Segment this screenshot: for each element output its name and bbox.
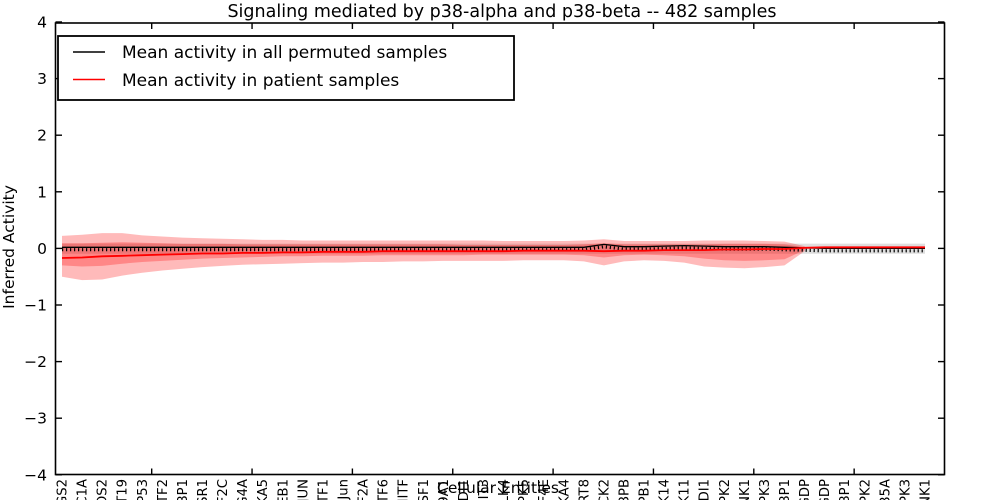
x-category-label: ELK4 <box>497 479 512 500</box>
x-category-label: SLC9A1 <box>437 479 452 500</box>
y-tick-label: −3 <box>24 410 47 428</box>
x-category-label: HBP1 <box>838 479 853 500</box>
x-category-label: MITF <box>397 479 412 500</box>
x-category-label: p38alpha-beta/HBP1 <box>778 479 793 500</box>
x-category-label: CEBPB <box>618 479 633 500</box>
y-tick-labels: 4 3 2 1 0 −1 −2 −3 −4 <box>24 14 47 485</box>
legend: Mean activity in all permuted samples Me… <box>57 35 515 101</box>
mean-activity-lines <box>61 243 925 259</box>
x-category-label: MAPKAPK5 <box>517 479 532 500</box>
x-category-label: MAPK11 <box>678 479 693 500</box>
y-tick-label: −4 <box>24 466 47 484</box>
x-category-label: PLA2G4A <box>236 479 251 500</box>
x-category-label: KRT8 <box>577 479 592 500</box>
x-category-label: USF1 <box>417 479 432 500</box>
x-category-label: MEF2C <box>216 479 231 500</box>
chart-title: Signaling mediated by p38-alpha and p38-… <box>227 2 776 22</box>
x-category-label: MAPK14 <box>658 479 673 500</box>
x-category-label: p38alpha-beta/MAPKAPK3 <box>758 479 773 500</box>
y-tick-label: 1 <box>37 183 47 201</box>
y-tick-label: −1 <box>24 297 47 315</box>
x-category-label: MEF2A <box>357 479 372 500</box>
confidence-bands <box>62 233 925 281</box>
x-category-label: ATF2 <box>156 479 171 500</box>
x-category-label: RPS6KA4 <box>557 479 572 500</box>
x-category-label: ESR1 <box>196 479 211 500</box>
y-tick-label: 0 <box>37 240 47 258</box>
x-category-label: JUN <box>296 479 311 500</box>
x-category-label: MKNK1 <box>919 479 934 500</box>
x-category-label: RAB5/GDP <box>818 479 833 500</box>
x-category-label: PTGS2 <box>56 479 71 500</box>
x-category-label: PPARGC1A <box>76 479 91 500</box>
x-category-label: RAB5A <box>878 479 893 500</box>
legend-patient-label: Mean activity in patient samples <box>122 71 399 91</box>
y-axis-label: Inferred Activity <box>0 185 18 309</box>
x-category-label: RPS6KA5 <box>256 479 271 500</box>
x-category-label: p38alpha-beta/MAPKAPK2 <box>718 479 733 500</box>
x-category-label: p38alpha-beta/MNK1 <box>738 479 753 500</box>
y-tick-label: 2 <box>37 127 47 145</box>
x-category-label: RAB5/GDP/GDI1 <box>698 479 713 500</box>
x-category-label: MAPKAPK2 <box>858 479 873 500</box>
x-category-labels: PTGS2 PPARGC1A NOS2 KRT19 TP53 ATF2 EIF4EBP1 ES… <box>56 479 934 500</box>
x-category-label: GDI1 <box>457 479 472 500</box>
patient-samples-inner-band <box>62 242 805 267</box>
x-category-label: HSPB1 <box>638 479 653 500</box>
x-category-label: ATF6 <box>377 479 392 500</box>
x-category-label: MAPKAPK3 <box>898 479 913 500</box>
x-axis-label: Cellular Entities <box>437 479 559 497</box>
patient-samples-outer-band <box>62 233 805 281</box>
x-category-label: p38alpha-beta/CK2 <box>597 479 612 500</box>
x-category-label: KRT19 <box>116 479 131 500</box>
y-tick-label: 4 <box>37 14 47 32</box>
x-category-label: EIF4E <box>537 479 552 500</box>
x-category-label: EIF4EBP1 <box>176 479 191 500</box>
x-category-label: CREB1 <box>276 479 291 500</box>
x-category-label: ATF1 <box>316 479 331 500</box>
patient-mean-line <box>61 246 925 259</box>
x-category-label: mol:GDP <box>798 479 813 500</box>
x-category-label: TP53 <box>136 479 151 500</box>
x-category-label: DDIT3 <box>477 479 492 500</box>
permuted-mean-line <box>62 243 925 250</box>
y-tick-label: 3 <box>37 70 47 88</box>
x-category-label: NOS2 <box>96 479 111 500</box>
x-category-label: ATF2/c-Jun <box>337 479 352 500</box>
y-tick-label: −2 <box>24 353 47 371</box>
legend-permuted-label: Mean activity in all permuted samples <box>122 43 447 63</box>
legend-box <box>57 35 515 101</box>
